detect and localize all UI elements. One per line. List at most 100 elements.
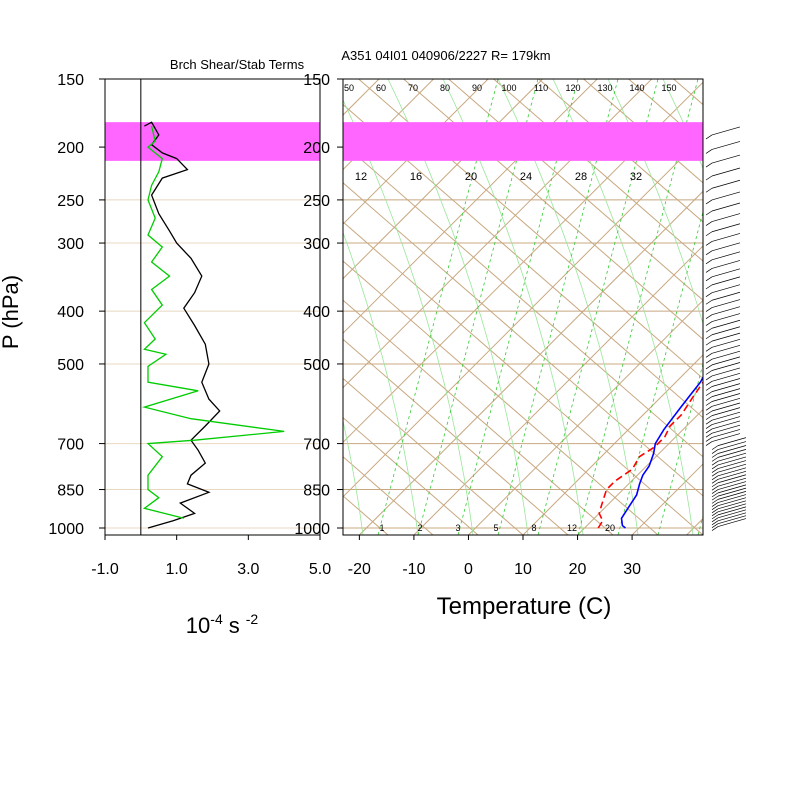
wind-barbs	[705, 126, 747, 531]
isotherm	[796, 79, 800, 535]
wind-barb-flag	[705, 327, 713, 333]
wind-barb-flag	[705, 321, 713, 326]
wind-barb	[717, 474, 747, 484]
right-y-tick-label: 1000	[294, 521, 330, 538]
wind-barb	[711, 402, 741, 412]
adiabat-label: 50	[344, 83, 354, 93]
wind-barb-flag	[705, 386, 713, 391]
wind-barb	[711, 179, 741, 189]
wind-barb	[711, 191, 741, 201]
wind-barb	[711, 356, 741, 366]
adiabat-label: 140	[629, 83, 644, 93]
right-x-tick-labels: -20 -10 0 10 20 30	[348, 535, 641, 578]
wind-barb-flag	[705, 259, 713, 265]
wind-barb	[711, 242, 741, 252]
moist-adiabat	[718, 79, 800, 535]
right-x-tick-label: 10	[514, 561, 532, 578]
wind-barb	[711, 433, 741, 442]
mixing-ratio-label-top: 20	[465, 171, 477, 183]
right-highlight-band	[343, 122, 703, 161]
wind-barb-flag	[711, 511, 719, 517]
wind-barb-flag	[711, 505, 719, 510]
wind-barb-flag	[711, 492, 719, 498]
wind-barb	[717, 487, 747, 497]
mixing-ratio-label-top: 24	[520, 171, 532, 183]
mixing-ratio-label-bottom: 5	[493, 523, 498, 533]
wind-barb	[711, 429, 741, 438]
moist-adiabat	[343, 231, 419, 535]
wind-barb-flag	[711, 485, 719, 491]
right-x-tick-label: 0	[464, 561, 473, 578]
wind-barb-flag	[711, 514, 719, 520]
wind-barb	[717, 500, 747, 510]
wind-barb-flag	[705, 346, 713, 352]
wind-barb-flag	[711, 460, 719, 466]
wind-barb-flag	[711, 445, 719, 450]
mixing-ratio-label-top: 12	[355, 171, 367, 183]
wind-barb	[717, 497, 747, 507]
wind-barb-flag	[711, 520, 719, 526]
wind-barb-flag	[705, 370, 713, 375]
adiabat-label: 70	[408, 83, 418, 93]
left-x-label-base: 10	[186, 613, 210, 638]
wind-barb-flag	[705, 187, 713, 193]
wind-barb	[717, 512, 747, 522]
wind-barb-flag	[705, 396, 713, 401]
wind-barb-flag	[711, 495, 719, 501]
wind-barb-flag	[711, 479, 719, 484]
left-y-tick-label: 700	[57, 437, 84, 454]
wind-barb	[717, 477, 747, 487]
wind-barb	[711, 424, 741, 434]
left-panel-frame	[104, 78, 321, 536]
wind-barb	[711, 332, 741, 342]
wind-barb	[711, 397, 741, 407]
left-x-axis-label: 10-4 s -2	[186, 611, 259, 638]
mixing-ratio-line	[617, 210, 703, 535]
right-y-tick-label: 700	[303, 437, 330, 454]
adiabat-label: 80	[440, 83, 450, 93]
wind-barb-flag	[705, 307, 713, 312]
wind-barb	[711, 276, 741, 286]
wind-barb-flag	[705, 334, 713, 340]
wind-barb-flag	[711, 526, 719, 531]
wind-barb-flag	[705, 268, 713, 273]
dry-adiabat	[343, 456, 434, 535]
adiabat-label: 90	[472, 83, 482, 93]
left-y-tick-label: 400	[57, 304, 84, 321]
wind-barb	[711, 350, 741, 360]
left-x-tick-label: 1.0	[166, 561, 188, 578]
wind-barb	[711, 268, 741, 278]
mixing-ratio-label-top: 16	[410, 171, 422, 183]
dry-adiabat	[343, 182, 703, 497]
wind-barb-flag	[705, 134, 713, 140]
wind-barb	[711, 167, 741, 177]
wind-barb	[711, 306, 741, 315]
wind-barb-flag	[711, 475, 719, 481]
adiabat-label: 60	[376, 83, 386, 93]
dry-adiabat	[343, 377, 524, 535]
wind-barb-flag	[705, 149, 713, 154]
chart-title: A351 04I01 040906/2227 R= 179km	[341, 48, 550, 63]
left-x-tick-label: 3.0	[237, 561, 259, 578]
skew-t-series-lines	[597, 375, 703, 529]
isotherm	[577, 408, 703, 535]
left-y-tick-label: 850	[57, 483, 84, 500]
mixing-ratio-label-top: 28	[575, 171, 587, 183]
wind-barb-flag	[705, 419, 713, 425]
wind-barb-flag	[705, 221, 713, 226]
right-y-tick-labels: 150 200 250 300 400 500 700 850 1000	[294, 72, 343, 538]
wind-barb	[711, 344, 741, 354]
wind-barb-flag	[705, 241, 713, 246]
wind-barb	[711, 393, 741, 402]
left-panel-title: Brch Shear/Stab Terms	[170, 57, 305, 72]
right-x-tick-label: 30	[623, 561, 641, 578]
wind-barb	[711, 388, 741, 397]
left-y-tick-label: 1000	[48, 521, 84, 538]
wind-barb-flag	[705, 391, 713, 396]
wind-barb	[717, 518, 747, 527]
wind-barb-flag	[705, 364, 713, 370]
adiabat-label: 130	[597, 83, 612, 93]
wind-barb-flag	[711, 523, 719, 528]
left-highlight-band	[105, 122, 320, 161]
